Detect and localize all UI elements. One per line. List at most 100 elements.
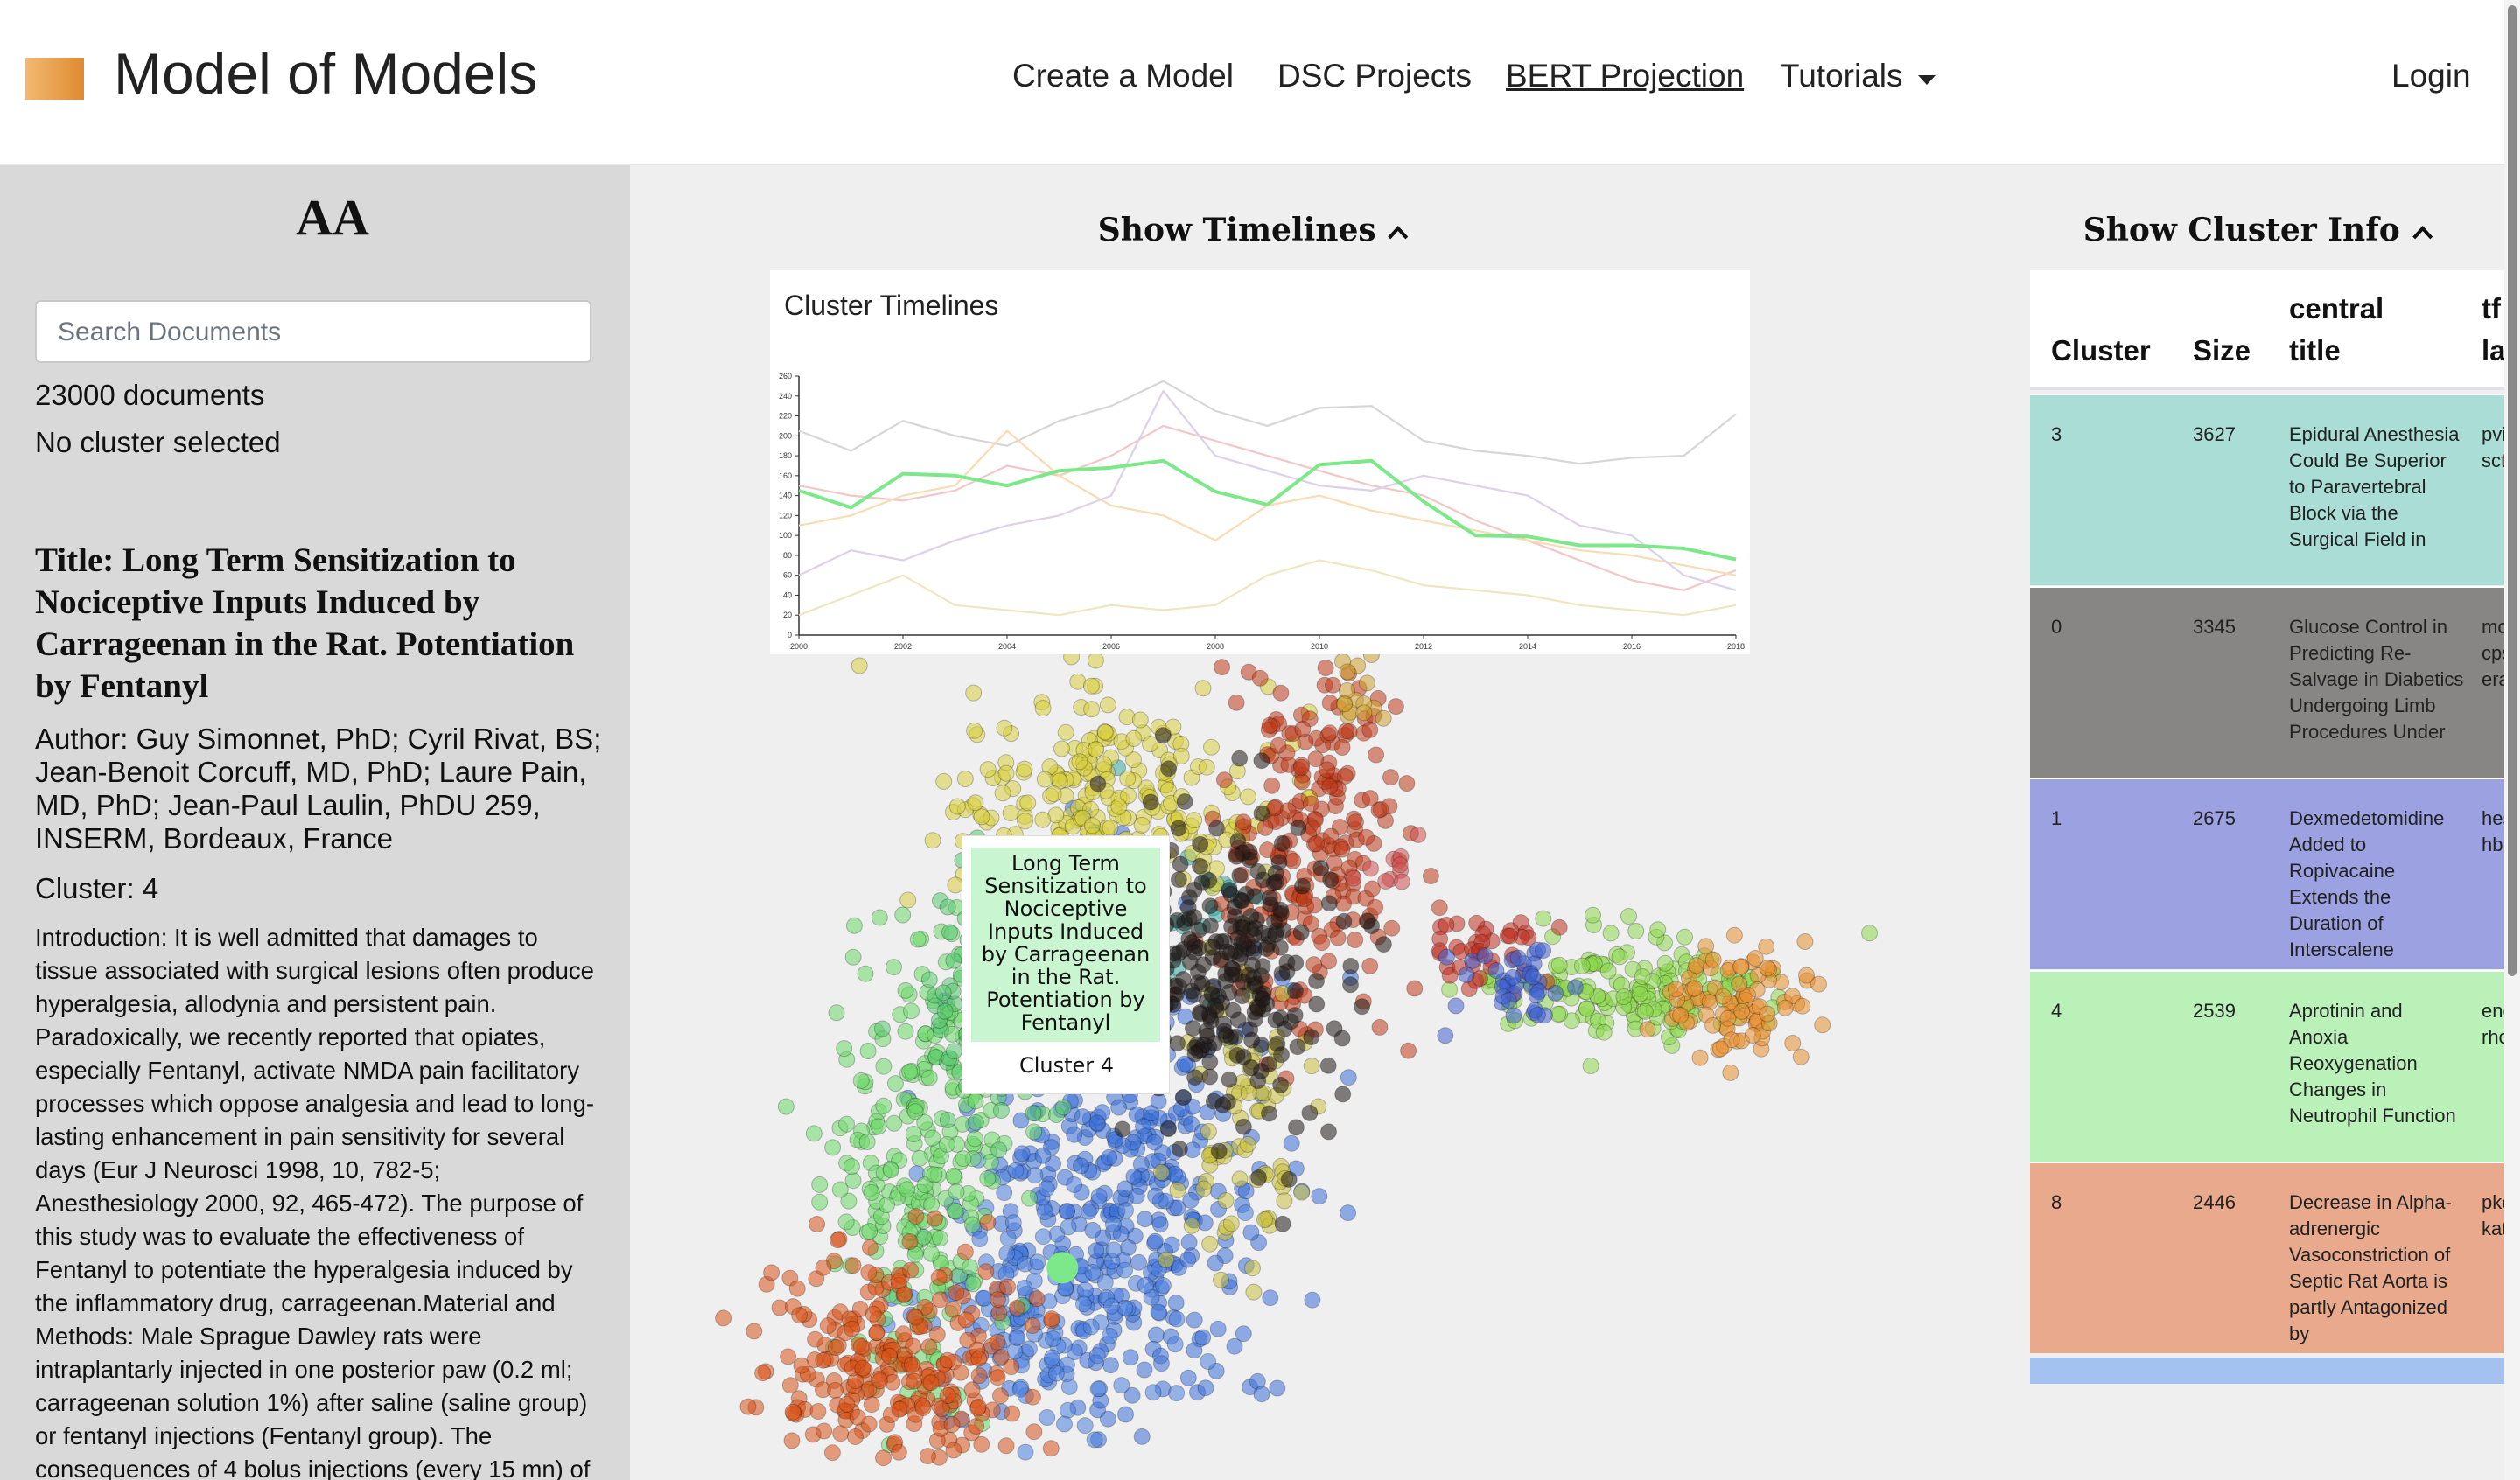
nav-link[interactable]: DSC Projects xyxy=(1278,58,1473,94)
scatter-dot xyxy=(1286,982,1304,1000)
table-row[interactable]: 1 2675 Dexmedetomidine Added to Ropivacain… xyxy=(2030,778,2504,970)
scatter-dot xyxy=(1410,826,1427,843)
scatter-dot xyxy=(905,1126,922,1142)
scatter-dot xyxy=(1726,926,1743,944)
scatter-dot xyxy=(1083,701,1101,718)
scatter-dot xyxy=(1183,1115,1200,1133)
scatter-dot xyxy=(1180,1233,1198,1251)
scatter-dot xyxy=(1250,862,1267,880)
scatter-dot xyxy=(942,924,958,941)
scatter-dot xyxy=(1714,988,1732,1005)
scatter-dot xyxy=(815,1351,832,1369)
scatter-dot xyxy=(1116,1261,1133,1279)
scatter-dot xyxy=(1340,1069,1357,1086)
scatter-dot xyxy=(1268,873,1284,890)
scatter-dot xyxy=(1731,975,1748,993)
scatter-dot xyxy=(1355,704,1373,722)
scatter-dot xyxy=(1096,723,1114,741)
scatter-dot xyxy=(1047,1365,1065,1382)
x-tick-label: 2000 xyxy=(790,642,808,651)
scatter-dot xyxy=(901,1233,919,1250)
scatter-dot xyxy=(871,1372,888,1390)
cluster-info-toggle[interactable]: Show Cluster Info xyxy=(2083,212,2434,248)
scatter-dot xyxy=(860,1264,878,1281)
scatter-dot xyxy=(1180,889,1198,906)
scatter-dot xyxy=(777,1098,794,1115)
scatter-dot xyxy=(909,931,927,948)
table-row-partial[interactable] xyxy=(2030,1358,2504,1384)
scatter-dot xyxy=(1020,1340,1038,1358)
scatter-dot xyxy=(922,1245,940,1262)
scatter-dot xyxy=(1130,1253,1147,1271)
scatter-dot xyxy=(1036,771,1054,788)
scatter-dot xyxy=(871,909,888,926)
scatter-dot xyxy=(1060,1378,1078,1395)
brand[interactable]: Model of Models xyxy=(114,41,538,106)
scatter-dot xyxy=(1073,1157,1089,1175)
scatter-dot xyxy=(857,965,874,982)
scrollbar-thumb[interactable] xyxy=(2508,5,2516,976)
table-row[interactable]: 4 2539 Aprotinin and Anoxia Reoxygenation … xyxy=(2030,969,2504,1162)
scatter-dot xyxy=(1334,739,1351,756)
table-row[interactable]: 0 3345 Glucose Control in Predicting Re-Sa… xyxy=(2030,585,2504,778)
nav-dropdown[interactable]: Tutorials xyxy=(1780,58,1903,94)
scatter-dot xyxy=(1232,892,1250,909)
scatter-dot xyxy=(1228,694,1245,711)
nav-link[interactable]: Create a Model xyxy=(1012,58,1234,94)
scatter-dot xyxy=(1096,1274,1114,1291)
scatter-dot xyxy=(1082,1318,1100,1336)
scatter-dot xyxy=(1039,1409,1056,1426)
scatter-dot xyxy=(1722,1064,1740,1081)
scatter-dot xyxy=(882,1162,900,1179)
nav-link[interactable]: BERT Projection xyxy=(1506,58,1745,94)
scatter-dot xyxy=(1292,758,1310,776)
scatter-dot xyxy=(979,761,997,778)
scatter-dot xyxy=(936,1002,954,1020)
scatter-dot xyxy=(1509,949,1527,967)
scatter-dot xyxy=(1066,1126,1083,1143)
table-row[interactable]: 3 3627 Epidural Anesthesia Could Be Superi… xyxy=(2030,394,2504,585)
scatter-dot xyxy=(1339,663,1356,681)
scatter-dot xyxy=(788,1280,806,1297)
column-header: tf la xyxy=(2482,292,2504,367)
scatter-dot xyxy=(1363,880,1381,897)
scatter-dot xyxy=(1231,867,1249,884)
scatter-dot xyxy=(1099,696,1116,714)
document-count: 23000 documents xyxy=(35,379,265,411)
scatter-dot xyxy=(1167,1295,1185,1311)
scatter-dot xyxy=(1270,737,1287,754)
scatter-dot xyxy=(1293,773,1311,791)
scatter-dot xyxy=(873,1020,891,1037)
scatter-dot xyxy=(1117,1406,1134,1423)
scatter-dot xyxy=(963,1216,981,1233)
scatter-dot xyxy=(1398,775,1416,792)
scatter-dot xyxy=(1377,873,1395,890)
scatter-dot xyxy=(1024,1317,1041,1334)
scatter-dot xyxy=(939,898,956,916)
scatter-dot xyxy=(1303,1058,1320,1075)
scatter-dot xyxy=(1171,1141,1188,1158)
scatter-dot xyxy=(1203,738,1220,756)
scatter-dot xyxy=(1504,968,1522,986)
scatter-dot xyxy=(1104,1216,1122,1232)
scrollbar[interactable] xyxy=(2504,0,2520,1480)
login-link[interactable]: Login xyxy=(2391,58,2471,94)
scatter-dot xyxy=(1505,1007,1522,1024)
scatter-dot xyxy=(1239,1135,1256,1153)
scatter-dot xyxy=(1054,740,1070,757)
scatter-dot xyxy=(1535,910,1552,927)
scatter-dot xyxy=(956,1243,974,1260)
timelines-toggle[interactable]: Show Timelines xyxy=(1098,212,1410,248)
scatter-dot xyxy=(1381,798,1398,815)
scatter-dot xyxy=(926,1166,943,1183)
scatter-dot xyxy=(1672,1007,1690,1024)
table-row[interactable]: 8 2446 Decrease in Alpha-adrenergic Vasoco… xyxy=(2030,1162,2504,1354)
search-input[interactable]: Search Documents xyxy=(35,300,592,363)
scatter-dot xyxy=(1582,1058,1600,1074)
logo[interactable] xyxy=(25,58,84,100)
scatter-dot xyxy=(823,1444,841,1462)
scatter-dot xyxy=(739,1398,757,1415)
scatter-dot xyxy=(1502,927,1519,945)
scatter-dot xyxy=(1166,1336,1184,1353)
x-tick-label: 2010 xyxy=(1311,642,1328,651)
